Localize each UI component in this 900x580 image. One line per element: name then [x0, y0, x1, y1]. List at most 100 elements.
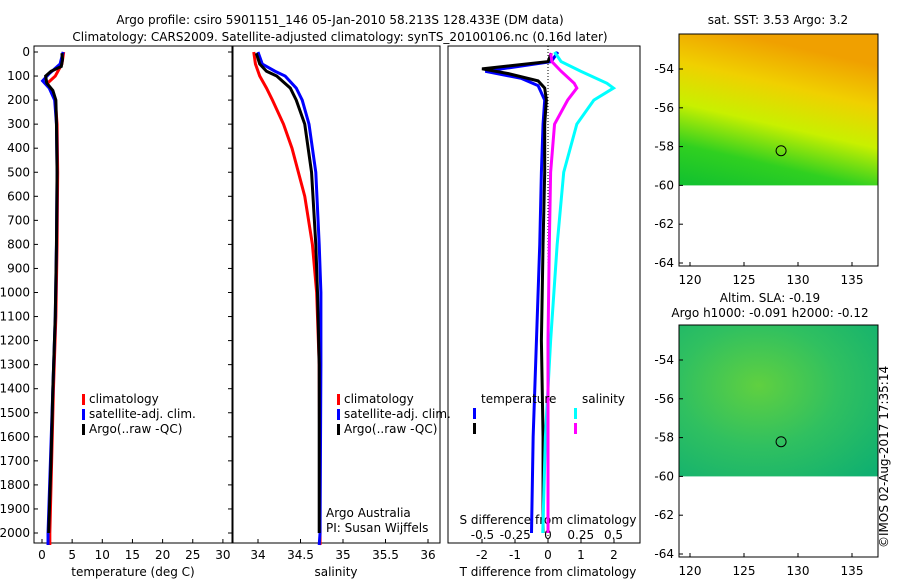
x-tick-label: -1 — [509, 548, 521, 562]
depth-tick-label: 1500 — [0, 406, 30, 420]
title-line2: Climatology: CARS2009. Satellite-adjuste… — [72, 30, 607, 44]
depth-tick-label: 400 — [7, 141, 30, 155]
map-frame — [678, 324, 879, 558]
depth-tick-label: 1300 — [0, 358, 30, 372]
x-tick-label: 36 — [420, 548, 435, 562]
lat-tick-label: -58 — [654, 431, 674, 445]
depth-tick-label: 2000 — [0, 526, 30, 540]
x-axis-label: T difference from climatology — [459, 565, 637, 579]
map-frame — [678, 33, 879, 267]
lon-tick-label: 120 — [679, 564, 702, 578]
s-tick-label: -0.25 — [500, 528, 531, 542]
plot-frame — [447, 45, 641, 544]
legend-swatch — [473, 408, 476, 419]
legend-label: Argo(..raw -QC) — [344, 422, 437, 436]
legend-swatch — [473, 423, 476, 434]
lat-tick-label: -54 — [654, 62, 674, 76]
sst-map-panel: -54 -56 -58 -60 -62 -64 120 125 130 135 sat. SST: … — [654, 13, 879, 287]
lat-tick-label: -58 — [654, 140, 674, 154]
map-title: Argo h1000: -0.091 h2000: -0.12 — [671, 306, 868, 320]
lon-tick-label: 130 — [787, 273, 810, 287]
salinity-panel: 34 34.5 35 35.5 36 salinity climatologysatelli… — [232, 45, 451, 579]
depth-tick-label: 100 — [7, 69, 30, 83]
legend-swatch — [337, 424, 340, 435]
x-axis-label: temperature (deg C) — [71, 565, 194, 579]
depth-tick-label: 1700 — [0, 454, 30, 468]
depth-tick-label: 500 — [7, 165, 30, 179]
lon-tick-label: 135 — [841, 273, 864, 287]
x-tick-label: 20 — [155, 548, 170, 562]
temperature-panel: 0100200300400500600700800900100011001200… — [0, 45, 233, 579]
depth-tick-label: 1800 — [0, 478, 30, 492]
depth-tick-label: 900 — [7, 261, 30, 275]
x-tick-label: 10 — [95, 548, 110, 562]
map-title: sat. SST: 3.53 Argo: 3.2 — [708, 13, 848, 27]
x-tick-label: 2 — [610, 548, 618, 562]
x-tick-label: 35 — [335, 548, 350, 562]
difference-line-3 — [546, 52, 579, 533]
depth-tick-label: 200 — [7, 93, 30, 107]
legend-swatch — [574, 423, 577, 434]
lon-tick-label: 125 — [733, 564, 756, 578]
x-tick-label: 0 — [544, 548, 552, 562]
x-tick-label: 34 — [250, 548, 265, 562]
depth-tick-label: 1400 — [0, 382, 30, 396]
depth-tick-label: 1100 — [0, 310, 30, 324]
lat-tick-label: -64 — [654, 547, 674, 561]
difference-line-1 — [481, 52, 553, 533]
depth-tick-label: 800 — [7, 237, 30, 251]
x-tick-label: 30 — [215, 548, 230, 562]
s-tick-label: -0.5 — [471, 528, 494, 542]
x-tick-label: 25 — [185, 548, 200, 562]
s-tick-label: 0.5 — [604, 528, 623, 542]
legend-swatch — [337, 394, 340, 405]
lon-tick-label: 120 — [679, 273, 702, 287]
lat-tick-label: -62 — [654, 508, 674, 522]
map-color-field — [679, 34, 878, 186]
legend-title-temperature: temperature — [481, 392, 556, 406]
float-position-marker — [775, 145, 787, 157]
lon-tick-label: 125 — [733, 273, 756, 287]
imos-timestamp: ©IMOS 02-Aug-2017 17:35:14 — [877, 366, 891, 548]
sla-map-panel: -54 -56 -58 -60 -62 -64 120 125 130 135 Altim. SLA… — [654, 291, 879, 578]
x-axis-label: salinity — [314, 565, 357, 579]
lat-tick-label: -56 — [654, 392, 674, 406]
x-tick-label: 15 — [125, 548, 140, 562]
difference-line-0 — [485, 51, 560, 534]
depth-tick-label: 0 — [22, 45, 30, 59]
legend-swatch — [82, 409, 85, 420]
x-tick-label: 35.5 — [372, 548, 399, 562]
depth-tick-label: 1600 — [0, 430, 30, 444]
s-tick-label: 0.25 — [567, 528, 594, 542]
plot-frame — [232, 45, 441, 544]
map-title: Altim. SLA: -0.19 — [720, 291, 820, 305]
x-tick-label: 5 — [68, 548, 76, 562]
legend-label: satellite-adj. clim. — [344, 407, 451, 421]
depth-tick-label: 700 — [7, 213, 30, 227]
annotation-argo-australia: Argo Australia — [326, 506, 411, 520]
lat-tick-label: -60 — [654, 178, 674, 192]
salinity-line-1 — [256, 51, 323, 546]
legend-label: climatology — [344, 392, 414, 406]
difference-panel: -2 -1 0 1 2-0.5 -0.25 0 0.25 0.5S difference fro… — [447, 45, 641, 579]
depth-tick-label: 1900 — [0, 502, 30, 516]
map-color-field — [679, 325, 878, 477]
title-line1: Argo profile: csiro 5901151_146 05-Jan-2… — [116, 13, 563, 27]
plot-frame — [33, 45, 233, 544]
x-tick-label: 0 — [38, 548, 46, 562]
salinity-line-2 — [254, 52, 321, 533]
depth-tick-label: 300 — [7, 117, 30, 131]
lon-tick-label: 135 — [841, 564, 864, 578]
difference-line-2 — [541, 51, 617, 534]
temperature-line-2 — [44, 53, 65, 534]
legend-swatch — [82, 394, 85, 405]
legend-label: satellite-adj. clim. — [89, 407, 196, 421]
depth-tick-label: 600 — [7, 189, 30, 203]
x-tick-label: 34.5 — [287, 548, 314, 562]
lon-tick-label: 130 — [787, 564, 810, 578]
legend-label: Argo(..raw -QC) — [89, 422, 182, 436]
legend-title-salinity: salinity — [582, 392, 625, 406]
legend-label: climatology — [89, 392, 159, 406]
